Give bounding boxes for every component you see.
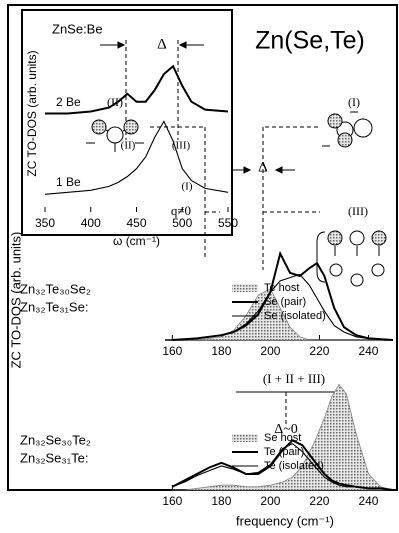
x-tick-label: 240	[358, 344, 378, 358]
x-tick-label: 160	[162, 494, 182, 508]
x-axis-label: frequency (cm⁻¹)	[236, 513, 334, 528]
annotation: (I)	[348, 95, 360, 109]
annotation: (I + II + III)	[263, 371, 325, 386]
annotation: (I)	[182, 181, 193, 193]
series-label: 1 Be	[56, 175, 81, 189]
x-tick-label: 200	[260, 494, 280, 508]
x-tick-label: 500	[172, 216, 192, 230]
series-label: 2 Be	[56, 95, 81, 109]
molecule-schemes	[86, 111, 387, 287]
legend-label: Te (isolated)	[264, 460, 324, 472]
compound-label: Zn₃₂Te₃₁Se:	[20, 299, 88, 314]
x-tick-label: 180	[211, 344, 231, 358]
main-guides	[150, 126, 336, 425]
x-tick-label: 400	[81, 216, 101, 230]
y-axis-label: ZC TO-DOS (arb. units)	[8, 232, 23, 369]
annotation: (II)	[121, 140, 136, 152]
annotation: (III)	[348, 204, 368, 218]
inset-y-label: ZC TO-DOS (arb. units)	[25, 50, 39, 176]
inset-x-label: ω (cm⁻¹)	[113, 234, 160, 248]
x-tick-label: 450	[126, 216, 146, 230]
x-tick-label: 160	[162, 344, 182, 358]
annotation: (III)	[172, 140, 191, 152]
x-tick-label: 200	[260, 344, 280, 358]
area	[172, 288, 393, 341]
figure-title: Zn(Se,Te)	[255, 27, 365, 55]
line	[172, 273, 394, 341]
compound-label: Zn₃₂Te₃₀Se₂	[20, 281, 91, 296]
annotation: (II)	[107, 95, 123, 109]
legend-label: Se (isolated)	[264, 310, 326, 322]
inset-title: ZnSe:Be	[52, 21, 103, 36]
legend-swatch	[232, 284, 258, 292]
x-tick-label: 220	[309, 494, 329, 508]
x-tick-label: 240	[358, 494, 378, 508]
line	[172, 442, 394, 491]
legend-label: Te (pair)	[264, 446, 304, 458]
x-tick-label: 180	[211, 494, 231, 508]
annotation: q≠0	[171, 203, 191, 218]
area	[172, 383, 394, 491]
annotation: Δ	[258, 159, 268, 175]
legend-swatch	[232, 434, 258, 442]
x-tick-label: 350	[35, 216, 55, 230]
line	[44, 120, 229, 195]
annotation: Δ~0	[274, 422, 298, 437]
legend-label: Se (pair)	[264, 296, 306, 308]
inset-guides	[100, 40, 204, 140]
annotation: Δ	[157, 36, 167, 52]
compound-label: Zn₃₂Se₃₁Te:	[20, 450, 88, 465]
compound-label: Zn₃₂Se₃₀Te₂	[20, 432, 91, 447]
line	[45, 64, 229, 115]
x-tick-label: 550	[218, 216, 238, 230]
x-tick-label: 220	[309, 344, 329, 358]
